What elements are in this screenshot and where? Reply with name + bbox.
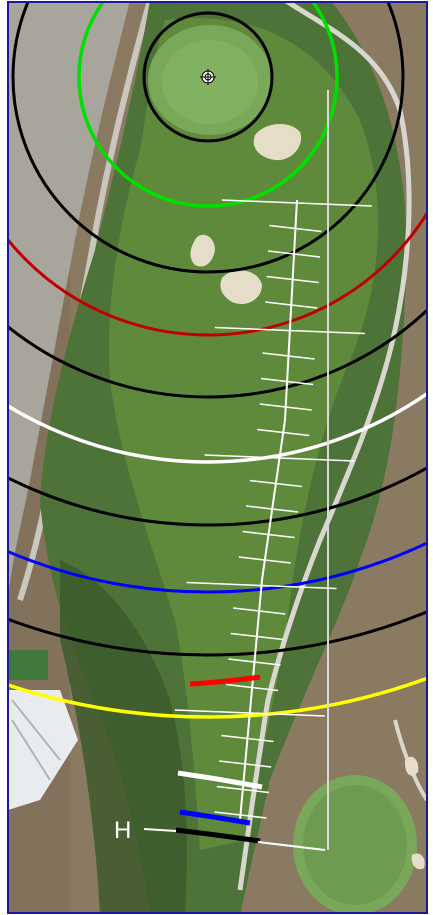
bunker-fairway-1 <box>190 234 215 267</box>
tee-markers <box>175 674 263 844</box>
distance-arc <box>142 11 274 143</box>
crosshair-pin-icon <box>200 69 216 85</box>
fairway <box>109 18 379 850</box>
bunker-fairway-2 <box>220 270 262 305</box>
distance-arc <box>8 466 427 527</box>
distance-arc <box>8 610 427 657</box>
tee-centerline-stub <box>257 841 326 851</box>
tee-marker-white <box>177 770 263 790</box>
cart-path <box>237 2 412 891</box>
clubhouse-building <box>8 650 78 810</box>
bunker-right-lower-2 <box>411 853 425 870</box>
tee-marker-blue <box>179 809 251 826</box>
distance-arc <box>8 391 427 464</box>
hole-centerline <box>239 199 298 821</box>
map-frame <box>7 1 428 914</box>
tee-box-shadow <box>303 785 407 905</box>
bunker-right-lower <box>404 756 419 776</box>
distance-arc <box>8 676 427 719</box>
distance-arc <box>8 210 427 337</box>
tee-marker-black <box>175 827 261 844</box>
hole-label: H <box>114 817 131 844</box>
tee-marker-red <box>189 674 261 687</box>
distance-arcs <box>8 2 427 719</box>
road <box>8 2 130 600</box>
distance-arc <box>11 2 405 274</box>
bunker-greenside <box>253 124 302 161</box>
distance-arc <box>8 308 427 399</box>
dark-rough <box>60 560 187 913</box>
hole-label-connector <box>143 828 177 832</box>
distance-arc <box>77 2 339 208</box>
distance-arc <box>8 541 427 594</box>
